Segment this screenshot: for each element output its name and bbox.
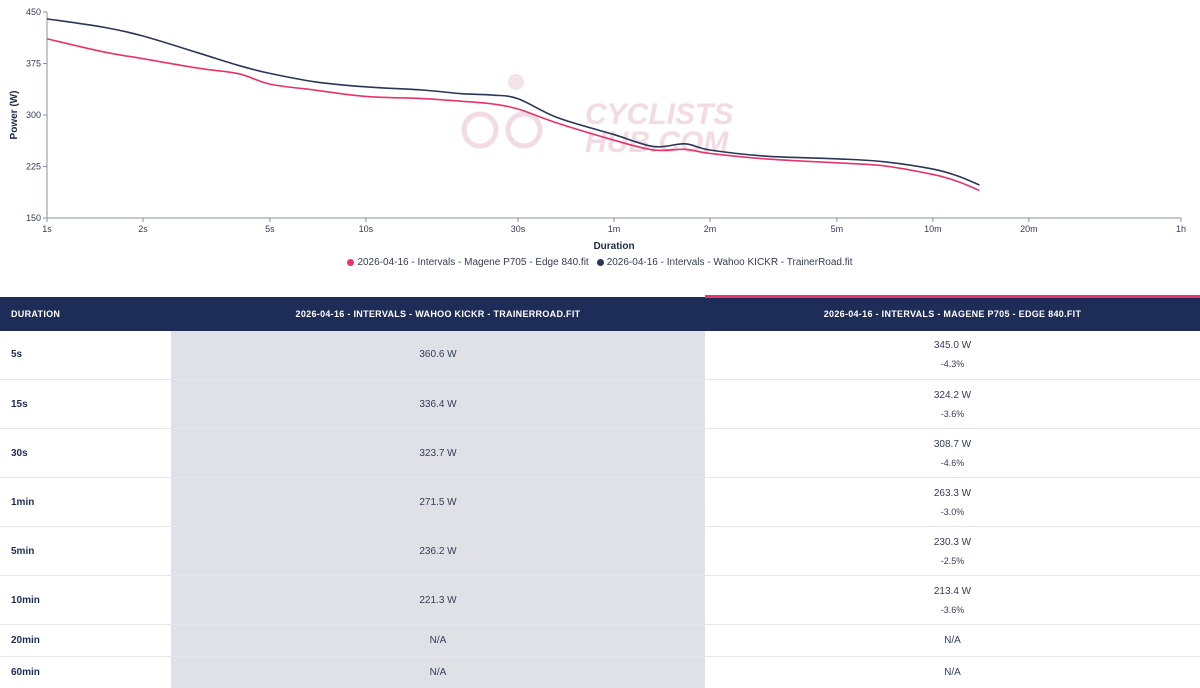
x-tick-label: 2m [704,224,717,234]
kickr-power-cell: 336.4 W [171,379,705,429]
percent-difference: -3.6% [940,408,965,419]
magene-power-value: 263.3 W [933,487,972,499]
legend-item[interactable]: 2026-04-16 - Intervals - Wahoo KICKR - T… [596,257,853,268]
duration-cell: 30s [0,428,171,478]
kickr-power-cell: N/A [171,656,705,688]
duration-cell: 5s [0,330,171,380]
x-tick-label: 30s [511,224,526,234]
table-header-row: Duration 2026-04-16 - Intervals - Wahoo … [0,295,1200,331]
magene-power-value: N/A [944,635,961,646]
kickr-power-cell: 360.6 W [171,330,705,380]
header-duration: Duration [0,296,171,331]
table-row: 10min 221.3 W 213.4 W -3.6% [0,575,1200,625]
kickr-power-cell: 323.7 W [171,428,705,478]
x-tick-label: 1m [608,224,621,234]
magene-power-value: 230.3 W [933,536,972,548]
legend-item[interactable]: 2026-04-16 - Intervals - Magene P705 - E… [347,257,589,268]
percent-difference: -3.6% [940,604,965,615]
chart-legend: 2026-04-16 - Intervals - Magene P705 - E… [0,257,1200,269]
legend-label: 2026-04-16 - Intervals - Wahoo KICKR - T… [606,257,853,268]
y-tick-label: 375 [26,59,41,69]
watermark-text-line2: HUB.COM [585,126,729,159]
magene-power-cell: 345.0 W -4.3% [705,330,1200,380]
magene-power-value: N/A [944,667,961,678]
magene-power-value: 345.0 W [933,340,972,352]
table-row: 60min N/A N/A [0,656,1200,688]
magene-power-cell: 213.4 W -3.6% [705,575,1200,625]
y-axis-title: Power (W) [9,91,20,140]
power-comparison-table: Duration 2026-04-16 - Intervals - Wahoo … [0,295,1200,688]
percent-difference: -4.3% [940,359,965,370]
x-tick-label: 10m [924,224,942,234]
duration-cell: 20min [0,624,171,657]
percent-difference: -2.5% [940,555,965,566]
table-row: 30s 323.7 W 308.7 W -4.6% [0,428,1200,478]
duration-cell: 10min [0,575,171,625]
table-row: 15s 336.4 W 324.2 W -3.6% [0,379,1200,429]
magene-power-cell: 308.7 W -4.6% [705,428,1200,478]
x-axis-title: Duration [593,241,634,252]
table-row: 5s 360.6 W 345.0 W -4.3% [0,330,1200,380]
table-row: 1min 271.5 W 263.3 W -3.0% [0,477,1200,527]
magene-power-cell: N/A [705,624,1200,657]
magene-power-value: 308.7 W [933,438,972,450]
x-tick-label: 5m [831,224,844,234]
y-tick-label: 225 [26,162,41,172]
magene-power-value: 213.4 W [933,585,972,597]
x-tick-label: 20m [1020,224,1038,234]
duration-cell: 60min [0,656,171,688]
magene-power-cell: N/A [705,656,1200,688]
duration-cell: 1min [0,477,171,527]
watermark-wheel-icon [505,111,543,149]
watermark-wheel-icon [461,111,499,149]
series-line-1 [46,38,980,192]
legend-swatch-icon [347,259,355,266]
duration-cell: 15s [0,379,171,429]
header-file-a: 2026-04-16 - Intervals - Wahoo KICKR - T… [171,296,705,331]
x-tick-label: 5s [265,224,275,234]
kickr-power-cell: 271.5 W [171,477,705,527]
legend-label: 2026-04-16 - Intervals - Magene P705 - E… [357,257,589,268]
magene-power-cell: 230.3 W -2.5% [705,526,1200,576]
watermark-text-line1: CYCLISTS [585,98,733,131]
duration-cell: 5min [0,526,171,576]
x-tick-label: 1h [1176,224,1186,234]
x-tick-label: 10s [359,224,374,234]
kickr-power-cell: N/A [171,624,705,657]
x-tick-label: 2s [138,224,148,234]
magene-power-cell: 324.2 W -3.6% [705,379,1200,429]
y-tick-label: 450 [26,7,41,17]
table-row: 20min N/A N/A [0,624,1200,657]
table-row: 5min 236.2 W 230.3 W -2.5% [0,526,1200,576]
x-tick-label: 1s [42,224,52,234]
y-tick-label: 300 [26,110,41,120]
series-line-2 [46,18,980,186]
header-file-b: 2026-04-16 - Intervals - Magene P705 - E… [705,295,1200,331]
watermark-rider-icon [508,74,524,90]
percent-difference: -4.6% [940,457,965,468]
legend-swatch-icon [596,259,604,266]
magene-power-cell: 263.3 W -3.0% [705,477,1200,527]
magene-power-value: 324.2 W [933,389,972,401]
kickr-power-cell: 236.2 W [171,526,705,576]
power-curve-chart: CYCLISTS HUB.COM 150 225 300 375 450 1s 2s 5s 10s 3… [0,0,1200,290]
y-tick-label: 150 [26,213,41,223]
kickr-power-cell: 221.3 W [171,575,705,625]
percent-difference: -3.0% [940,506,965,517]
